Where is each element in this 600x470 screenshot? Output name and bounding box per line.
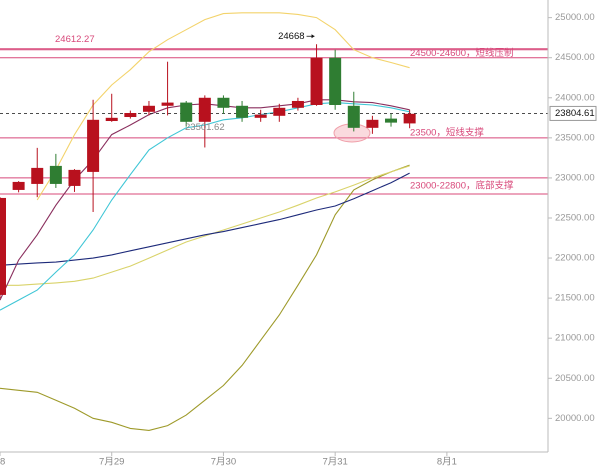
candle-body (49, 165, 62, 184)
y-tick-label: 23500.00 (555, 132, 595, 143)
candle-body (87, 119, 100, 172)
candle-body (142, 105, 155, 112)
x-tick-label: 28 (0, 457, 5, 468)
plot-area (0, 12, 548, 431)
zone-label: 23500，短线支撑 (410, 126, 484, 138)
candle-body (236, 105, 249, 118)
candle-body (291, 100, 304, 108)
candle-body (217, 97, 230, 108)
candle-body (385, 118, 398, 123)
y-tick-label: 23000.00 (555, 172, 595, 183)
candle-body (31, 167, 44, 184)
last-price-label: 23804.61 (555, 108, 595, 119)
candle-body (12, 181, 25, 190)
candle-body (198, 97, 211, 122)
candle-body (273, 107, 286, 116)
candle-body (366, 119, 379, 128)
candle-body (68, 169, 81, 186)
candle-body (403, 113, 416, 124)
y-tick-label: 21000.00 (555, 333, 595, 344)
y-tick-label: 20000.00 (555, 413, 595, 424)
low-label: 23501.62 (185, 122, 225, 133)
last-price-box (549, 105, 597, 121)
zone-label: 24500-24600，短线压制 (410, 47, 514, 59)
x-tick-label: 7月30 (211, 457, 236, 468)
moving-average-line (36, 12, 410, 201)
candle-body (310, 57, 323, 105)
x-tick-label: 8月1 (437, 457, 457, 468)
moving-average-line (0, 165, 410, 286)
y-tick-label: 20500.00 (555, 373, 595, 384)
x-tick-label: 7月29 (99, 457, 124, 468)
candle-body (347, 105, 360, 128)
high-label: 24668 (278, 31, 304, 42)
y-tick-label: 24500.00 (555, 52, 595, 63)
y-tick-label: 22500.00 (555, 213, 595, 224)
moving-average-line (0, 164, 410, 431)
candle-body (329, 57, 342, 105)
candle-body (161, 102, 174, 106)
reference-label: 24612.27 (55, 34, 95, 45)
y-tick-label: 25000.00 (555, 12, 595, 23)
y-tick-label: 21500.00 (555, 293, 595, 304)
high-arrow-head (311, 34, 315, 39)
y-tick-label: 22000.00 (555, 253, 595, 264)
zone-label: 23000-22800，底部支撑 (410, 179, 514, 191)
candle-body (0, 197, 6, 295)
candle-body (254, 114, 267, 118)
x-tick-label: 7月31 (322, 457, 347, 468)
candle-body (180, 102, 193, 122)
candle-body (124, 113, 137, 118)
y-tick-label: 24000.00 (555, 92, 595, 103)
candle-body (105, 117, 118, 122)
